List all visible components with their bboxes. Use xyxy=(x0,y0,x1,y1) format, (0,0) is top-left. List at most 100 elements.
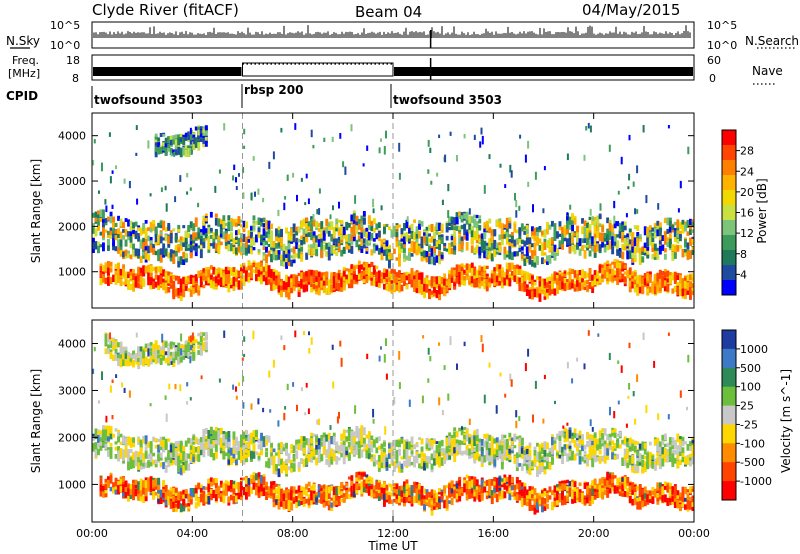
heatmap-cell xyxy=(435,228,439,236)
heatmap-cell xyxy=(483,240,487,246)
heatmap-cell xyxy=(448,222,452,226)
heatmap-cell xyxy=(327,503,331,511)
heatmap-cell xyxy=(270,269,273,274)
heatmap-cell xyxy=(380,272,384,277)
heatmap-cell xyxy=(523,226,527,230)
heatmap-cell xyxy=(546,282,549,291)
heatmap-cell xyxy=(104,262,108,270)
heatmap-cell xyxy=(280,246,283,251)
heatmap-cell xyxy=(192,232,196,241)
heatmap-cell xyxy=(270,223,273,229)
heatmap-cell xyxy=(676,219,680,228)
heatmap-cell xyxy=(551,275,554,284)
heatmap-cell xyxy=(465,218,469,225)
heatmap-cell xyxy=(588,239,592,246)
heatmap-cell xyxy=(362,241,366,249)
heatmap-cell xyxy=(653,250,657,257)
heatmap-cell xyxy=(182,259,186,265)
heatmap-cell xyxy=(536,276,539,281)
heatmap-cell xyxy=(623,271,627,275)
heatmap-cell xyxy=(292,274,296,282)
heatmap-cell xyxy=(257,486,261,493)
heatmap-cell xyxy=(621,224,625,229)
heatmap-cell xyxy=(398,245,401,254)
heatmap-cell xyxy=(242,220,246,228)
heatmap-cell xyxy=(109,475,113,484)
heatmap-cell xyxy=(370,489,374,498)
heatmap-cell xyxy=(204,136,208,141)
heatmap-cell xyxy=(616,268,620,278)
heatmap-cell xyxy=(265,227,268,231)
heatmap-cell xyxy=(666,217,670,226)
heatmap-cell xyxy=(561,226,564,234)
heatmap-cell xyxy=(553,244,557,254)
heatmap-cell xyxy=(463,269,467,274)
heatmap-cell xyxy=(646,227,650,233)
heatmap-cell xyxy=(302,228,306,235)
heatmap-cell xyxy=(435,255,439,263)
heatmap-cell xyxy=(591,216,594,222)
heatmap-cell xyxy=(164,272,168,281)
heatmap-cell xyxy=(613,236,617,242)
heatmap-cell xyxy=(147,140,150,149)
heatmap-cell xyxy=(189,127,192,135)
heatmap-cell xyxy=(360,232,364,239)
heatmap-cell xyxy=(124,249,128,257)
heatmap-cell xyxy=(423,234,426,243)
heatmap-cell xyxy=(410,240,414,250)
heatmap-cell xyxy=(362,270,366,280)
heatmap-cell xyxy=(611,261,615,265)
heatmap-cell xyxy=(398,487,401,496)
heatmap-cell xyxy=(262,267,266,273)
heatmap-cell xyxy=(360,227,364,235)
heatmap-cell xyxy=(137,282,141,289)
heatmap-cell xyxy=(307,232,311,237)
heatmap-cell xyxy=(493,267,497,272)
heatmap-cell xyxy=(179,237,183,241)
heatmap-cell xyxy=(202,284,206,289)
heatmap-cell xyxy=(435,276,439,285)
heatmap-cell xyxy=(638,274,642,281)
heatmap-cell xyxy=(499,163,502,168)
heatmap-cell xyxy=(689,237,692,246)
heatmap-cell xyxy=(621,263,625,269)
heatmap-cell xyxy=(212,267,216,275)
heatmap-cell xyxy=(596,231,600,238)
heatmap-cell xyxy=(142,278,146,287)
heatmap-cell xyxy=(531,276,534,280)
heatmap-cell xyxy=(332,500,336,507)
heatmap-cell xyxy=(357,232,361,237)
heatmap-cell xyxy=(235,247,238,255)
heatmap-cell xyxy=(546,240,549,249)
heatmap-cell xyxy=(310,232,314,241)
heatmap-cell xyxy=(179,256,183,262)
heatmap-cell xyxy=(390,280,394,286)
heatmap-cell xyxy=(257,228,261,235)
heatmap-cell xyxy=(478,277,482,284)
heatmap-cell xyxy=(347,223,351,228)
heatmap-cell xyxy=(498,275,502,283)
heatmap-cell xyxy=(159,133,163,137)
heatmap-cell xyxy=(641,285,645,295)
heatmap-cell xyxy=(558,279,562,284)
heatmap-cell xyxy=(427,169,430,174)
heatmap-cell xyxy=(134,276,138,282)
heatmap-cell xyxy=(586,284,589,292)
heatmap-cell xyxy=(252,269,256,274)
heatmap-cell xyxy=(653,232,657,239)
heatmap-cell xyxy=(300,278,304,288)
heatmap-cell xyxy=(573,270,577,278)
freq-tick-bottom: 8 xyxy=(72,72,79,85)
heatmap-cell xyxy=(553,288,557,296)
heatmap-cell xyxy=(360,272,364,281)
heatmap-cell xyxy=(558,274,562,281)
heatmap-cell xyxy=(270,246,273,250)
heatmap-cell xyxy=(209,488,213,493)
heatmap-cell xyxy=(561,240,564,245)
heatmap-cell xyxy=(307,248,311,255)
heatmap-cell xyxy=(139,256,143,263)
heatmap-cell xyxy=(270,237,273,243)
heatmap-cell xyxy=(199,276,203,282)
heatmap-cell xyxy=(518,227,522,236)
heatmap-cell xyxy=(531,291,534,300)
